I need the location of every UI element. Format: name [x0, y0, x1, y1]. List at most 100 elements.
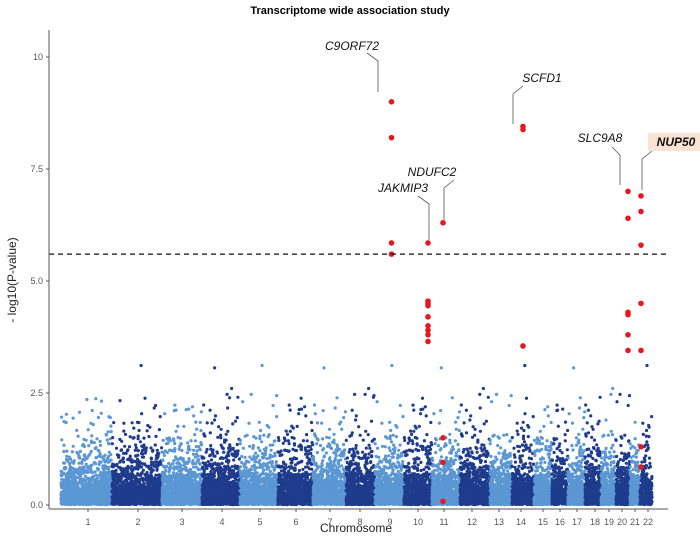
data-point: [235, 416, 239, 420]
data-point: [131, 436, 135, 440]
data-point: [149, 446, 153, 450]
data-point: [233, 419, 238, 423]
data-point: [135, 502, 139, 506]
data-point: [105, 502, 109, 506]
data-point: [202, 474, 206, 478]
data-point: [171, 489, 175, 493]
data-point: [184, 482, 188, 486]
data-point: [105, 438, 109, 442]
data-point: [143, 396, 147, 400]
data-point: [72, 472, 76, 476]
data-point: [79, 498, 83, 502]
data-point: [225, 465, 229, 469]
data-point: [213, 414, 218, 418]
data-point: [110, 442, 114, 446]
data-point: [101, 466, 105, 470]
data-point: [171, 475, 175, 479]
data-point: [182, 424, 186, 428]
data-point: [102, 490, 106, 494]
data-point: [73, 478, 77, 482]
data-point: [75, 501, 79, 506]
data-point: [60, 485, 64, 489]
data-point: [82, 465, 86, 469]
data-point: [64, 487, 68, 491]
data-point: [110, 464, 114, 469]
data-point: [189, 439, 193, 443]
data-point: [117, 489, 121, 493]
data-point: [215, 450, 219, 454]
data-point: [172, 437, 176, 441]
data-point: [209, 470, 213, 474]
data-point: [233, 496, 237, 500]
data-point: [130, 460, 134, 464]
data-point: [154, 457, 158, 461]
data-point: [123, 444, 127, 448]
data-point: [162, 495, 166, 499]
data-point: [75, 486, 79, 490]
data-point: [205, 421, 209, 425]
data-point: [192, 414, 196, 418]
data-point: [154, 403, 158, 408]
data-point: [70, 493, 74, 497]
data-point: [176, 424, 180, 428]
data-point: [89, 439, 93, 443]
data-point: [131, 480, 135, 484]
data-point: [145, 475, 149, 479]
data-point: [230, 496, 234, 500]
data-point: [162, 453, 166, 458]
data-point: [147, 466, 151, 470]
data-point: [87, 486, 91, 490]
data-point: [211, 479, 215, 483]
data-point: [129, 476, 133, 480]
data-point: [140, 444, 144, 448]
data-point: [135, 490, 139, 494]
data-point: [198, 476, 202, 480]
data-point: [82, 437, 86, 441]
data-point: [71, 444, 75, 448]
data-point: [197, 468, 201, 472]
data-point: [122, 421, 126, 425]
data-point: [173, 455, 178, 459]
data-point: [216, 435, 220, 439]
data-point: [62, 420, 66, 424]
data-point: [137, 480, 141, 484]
data-point: [101, 457, 105, 461]
data-point: [104, 433, 108, 437]
data-point: [189, 492, 193, 497]
data-point: [220, 489, 224, 493]
data-point: [231, 422, 235, 426]
data-point: [107, 415, 111, 419]
data-point: [141, 484, 145, 488]
data-point: [128, 435, 132, 439]
data-point: [136, 448, 140, 453]
data-point: [150, 490, 154, 494]
data-point: [187, 444, 191, 448]
data-point: [134, 446, 138, 450]
data-point: [86, 477, 91, 481]
data-point: [223, 499, 227, 503]
data-point: [89, 449, 93, 454]
data-point: [78, 449, 82, 453]
data-point: [213, 366, 217, 370]
data-point: [180, 448, 184, 453]
data-point: [161, 438, 165, 442]
data-point: [99, 474, 103, 478]
data-point: [173, 442, 177, 446]
data-point: [94, 456, 98, 460]
data-point: [164, 442, 169, 446]
data-point: [187, 457, 191, 461]
data-point: [220, 445, 224, 450]
data-point: [70, 450, 74, 454]
data-point: [235, 502, 239, 507]
data-point: [194, 486, 198, 490]
data-point: [97, 462, 101, 467]
data-point: [182, 459, 186, 464]
data-point: [204, 450, 208, 454]
data-point: [150, 469, 154, 474]
data-point: [196, 458, 201, 462]
data-point: [149, 493, 153, 497]
data-point: [235, 478, 239, 482]
data-point: [148, 425, 152, 429]
data-point: [153, 489, 157, 493]
data-point: [96, 415, 100, 420]
